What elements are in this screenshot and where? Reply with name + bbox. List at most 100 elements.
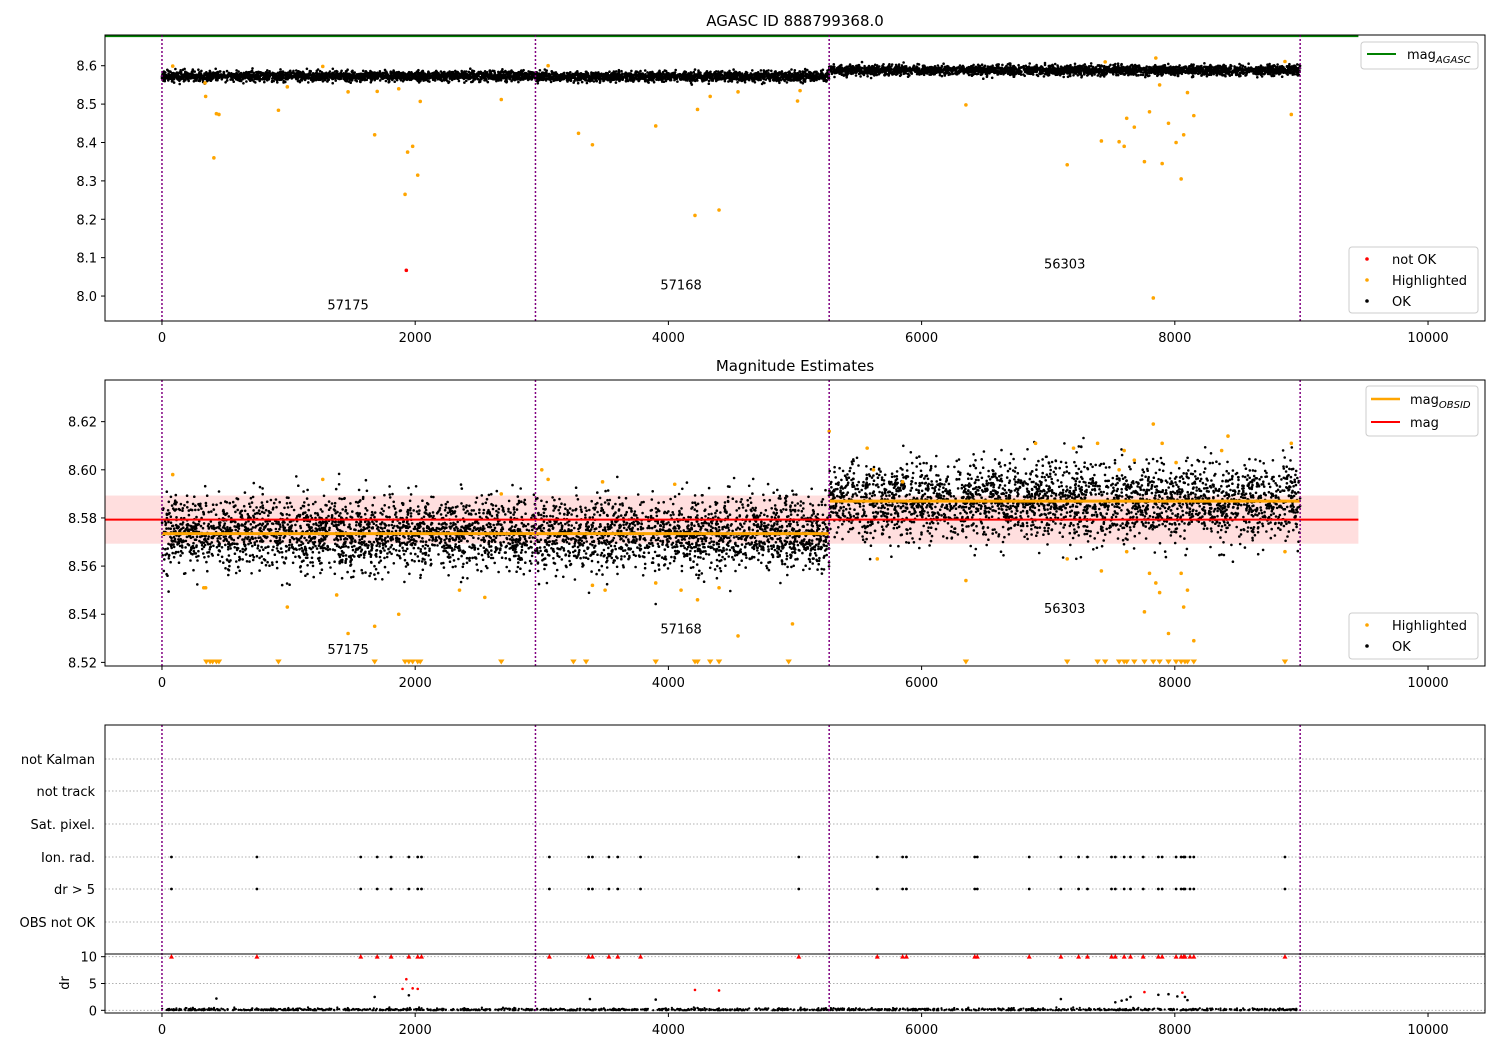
ok-point [263,76,267,80]
ok-point [980,63,984,66]
ok-point [254,81,257,84]
ok-point [470,80,473,84]
ok-point [816,75,820,78]
ok-point [443,79,446,82]
ok-point [339,74,342,77]
ok-point [427,77,431,80]
ok-point [227,71,231,75]
ok-point [266,76,270,79]
ok-point [384,79,388,83]
ok-point [251,67,254,70]
ok-point [705,71,708,74]
ok-point [860,60,864,64]
ok-point [561,78,565,81]
ok-point [805,72,808,76]
ok-point [707,79,711,83]
ok-point [520,72,524,75]
ok-point [495,78,499,82]
ok-point [467,70,471,74]
ok-point [222,76,225,79]
ok-point [181,74,184,78]
ok-point [811,75,814,79]
ok-point [166,77,170,80]
ok-point [257,71,261,75]
ok-point [223,73,226,77]
ok-point [497,76,501,79]
ok-point [282,79,286,83]
ok-point [477,72,481,76]
ok-point [813,71,817,74]
ok-point [598,72,601,76]
ok-point [271,74,275,78]
ok-point [237,70,240,73]
ok-point [512,77,515,81]
ok-point [556,75,560,79]
ok-point [224,81,227,84]
ok-point [544,71,548,74]
ok-point [302,72,305,76]
ok-point [214,67,217,71]
ok-point [457,79,461,83]
ok-point [407,70,411,74]
ok-point [732,68,735,71]
ok-point [175,72,179,75]
ok-point [389,70,393,73]
ok-point [779,78,783,82]
ok-point [485,79,488,82]
ok-point [1089,62,1093,65]
ok-point [393,80,397,83]
ok-point [528,70,532,74]
ok-point [350,70,354,73]
ok-point [744,76,747,79]
ok-point [310,78,314,81]
ok-point [169,70,172,73]
ok-points [160,60,1302,86]
ok-point [667,77,670,80]
ok-point [569,71,572,74]
ok-point [279,68,282,71]
ok-point [522,68,525,72]
ok-point [565,78,569,82]
ok-point [628,78,632,81]
ok-point [296,71,299,75]
ok-point [286,71,290,75]
ok-point [366,71,369,75]
ok-point [635,73,639,77]
ok-point [652,79,655,82]
ok-point [773,70,777,74]
ok-point [643,69,647,72]
ok-point [190,73,193,77]
ok-point [319,77,323,81]
ok-point [753,75,757,79]
ok-point [812,79,816,83]
ok-point [357,73,361,76]
ok-point [723,79,727,83]
ok-point [764,71,767,74]
ok-point [191,69,194,73]
ok-point [296,74,300,77]
ok-point [345,73,348,76]
ok-point [185,73,189,77]
ok-point [582,77,585,80]
ok-point [205,77,208,81]
ok-point [222,71,226,74]
ok-point [807,70,811,74]
ok-point [767,69,770,72]
ok-point [642,73,645,77]
ok-point [358,80,362,83]
ok-point [501,70,505,74]
ok-point [357,77,361,80]
ok-point [291,71,295,74]
ok-point [285,75,288,78]
ok-point [506,73,509,77]
ok-point [724,73,727,77]
ok-point [580,80,584,84]
ok-point [640,74,643,77]
ok-point [420,70,424,73]
ok-point [655,75,658,79]
ok-point [736,81,739,84]
ok-point [317,76,321,80]
ok-point [305,67,309,71]
ok-point [490,75,494,79]
ok-point [802,79,806,82]
